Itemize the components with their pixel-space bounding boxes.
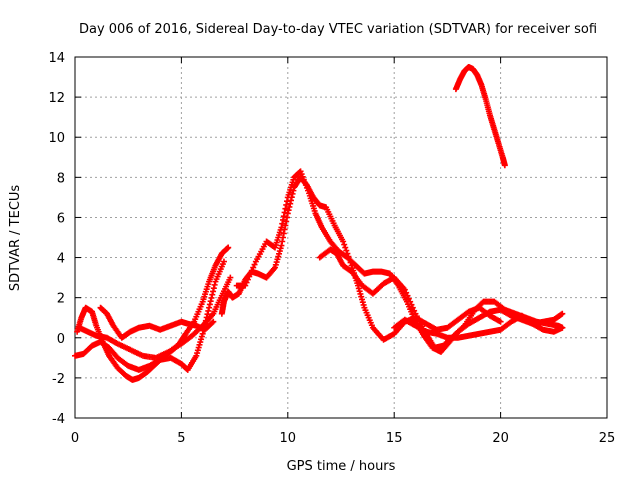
series-track-5 — [218, 174, 504, 343]
y-tick-label: 10 — [48, 131, 65, 146]
data-point — [244, 276, 251, 283]
data-point — [340, 238, 347, 245]
data-point — [220, 258, 227, 265]
data-point — [559, 310, 566, 317]
series-track-8 — [391, 312, 566, 341]
y-tick-label: 14 — [48, 51, 65, 66]
data-point — [407, 298, 414, 305]
y-tick-label: -2 — [52, 372, 65, 387]
y-tick-label: 6 — [57, 211, 65, 226]
y-axis-label: SDTVAR / TECUs — [8, 185, 23, 292]
x-tick-label: 20 — [492, 431, 509, 446]
data-point — [243, 279, 250, 286]
data-point — [401, 286, 408, 293]
axis-ticks — [74, 56, 608, 419]
series-track-3 — [76, 274, 234, 361]
chart-title: Day 006 of 2016, Sidereal Day-to-day VTE… — [79, 22, 597, 37]
y-tick-label: 2 — [57, 292, 65, 307]
x-tick-label: 15 — [386, 431, 403, 446]
x-axis-label: GPS time / hours — [287, 459, 396, 474]
data-point — [405, 295, 412, 302]
data-point — [403, 289, 410, 296]
data-point — [411, 307, 418, 314]
x-tick-label: 5 — [177, 431, 185, 446]
data-point — [248, 267, 255, 274]
x-tick-labels: 0 5 10 15 20 25 — [71, 431, 615, 446]
data-point — [250, 264, 257, 271]
data-point — [409, 304, 416, 311]
y-tick-label: 4 — [57, 252, 65, 267]
series-track-9 — [452, 64, 508, 169]
data-point — [343, 247, 350, 254]
data-point — [246, 273, 253, 280]
y-tick-label: 12 — [48, 91, 65, 106]
data-point — [501, 162, 508, 169]
data-point — [559, 324, 566, 331]
data-point — [341, 241, 348, 248]
data-point — [242, 282, 249, 289]
data-point — [209, 319, 216, 326]
y-tick-label: 8 — [57, 171, 65, 186]
y-tick-label: 0 — [57, 332, 65, 347]
data-point — [497, 318, 504, 325]
y-tick-labels: -4 -2 0 2 4 6 8 10 12 14 — [48, 51, 65, 427]
data-point — [251, 261, 258, 268]
y-tick-label: -4 — [52, 412, 65, 427]
data-point — [342, 244, 349, 251]
data-point — [404, 292, 411, 299]
series-track-4 — [97, 304, 217, 341]
plot-frame — [74, 56, 608, 419]
data-point — [408, 301, 415, 308]
data-point — [210, 318, 217, 325]
data-point — [225, 244, 232, 251]
data-marks — [72, 64, 566, 383]
data-point — [227, 274, 234, 281]
x-tick-label: 10 — [280, 431, 297, 446]
x-tick-label: 0 — [71, 431, 79, 446]
x-tick-label: 25 — [599, 431, 616, 446]
data-point — [247, 270, 254, 277]
series-track-2 — [72, 258, 227, 373]
